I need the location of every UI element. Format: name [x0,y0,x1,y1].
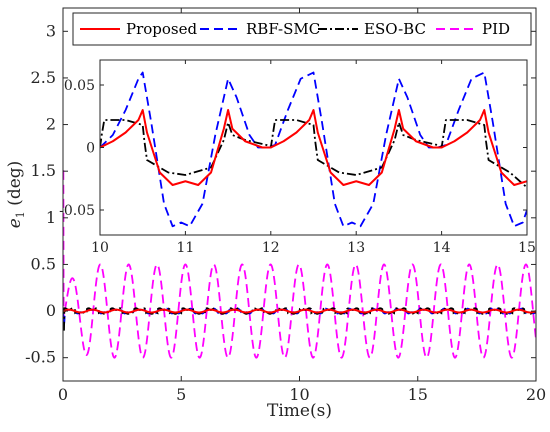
inset-ticks-group: 10 11 12 13 14 15 -0.05 0 0.05 [59,60,536,256]
y-tick-label: 0 [46,301,56,320]
inset-series-proposed [100,109,527,186]
inset-y-tick-label: -0.05 [59,203,95,219]
legend-label: ESO-BC [364,20,426,38]
y-tick-label: 0.5 [31,254,56,273]
legend-label: PID [482,20,510,38]
y-tick-label: 1 [46,208,56,227]
inset-chart: 10 11 12 13 14 15 -0.05 0 0.05 [59,59,536,256]
main-series-proposed [63,308,536,314]
inset-x-tick-label: 11 [176,240,194,256]
inset-series-group [100,71,527,228]
inset-x-tick-label: 12 [262,240,280,256]
inset-x-tick-label: 14 [433,240,451,256]
x-tick-label: 0 [58,385,68,404]
x-tick-label: 5 [176,385,186,404]
main-series-group [63,170,536,359]
inset-series-rbf-smc [100,71,527,228]
legend-entry-eso-bc: ESO-BC [318,20,426,38]
inset-series-eso-bc [100,119,527,189]
x-tick-label: 15 [408,385,428,404]
y-axis-label: e1 (deg) [5,161,27,229]
inset-y-tick-label: 0 [86,141,95,157]
inset-x-tick-label: 15 [518,240,536,256]
legend: Proposed RBF-SMC ESO-BC PID [72,12,532,46]
y-tick-label: 1.5 [31,161,56,180]
legend-entries: Proposed RBF-SMC ESO-BC PID [80,20,510,38]
x-tick-label: 20 [526,385,546,404]
y-tick-label: 2.5 [31,68,56,87]
main-ticks-group: 0 5 10 15 20-0.500.511.522.53 [25,8,546,404]
legend-entry-proposed: Proposed [80,20,198,38]
y-tick-label: 2 [46,115,56,134]
inset-x-tick-label: 10 [91,240,109,256]
x-axis-label: Time(s) [267,401,332,421]
inset-y-tick-label: 0.05 [64,78,95,94]
x-tick-label: 10 [289,385,309,404]
inset-background [100,60,527,235]
legend-label: RBF-SMC [246,20,320,38]
y-tick-label: 3 [46,21,56,40]
inset-x-tick-label: 13 [347,240,365,256]
y-tick-label: -0.5 [25,348,56,367]
legend-label: Proposed [126,20,198,38]
legend-entry-pid: PID [436,20,510,38]
legend-entry-rbf-smc: RBF-SMC [200,20,320,38]
